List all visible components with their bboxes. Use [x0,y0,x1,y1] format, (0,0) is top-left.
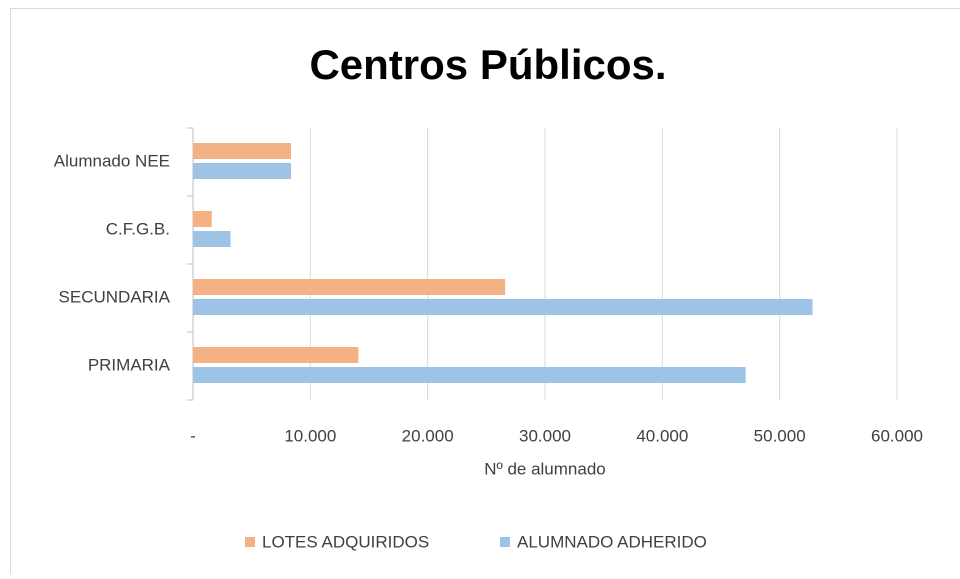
x-tick-label: 50.000 [754,426,806,445]
x-tick-label: 60.000 [871,426,923,445]
x-tick-label: - [190,426,196,445]
x-tick-label: 10.000 [284,426,336,445]
bar [193,211,212,227]
x-tick-label: 40.000 [636,426,688,445]
x-axis-label: Nº de alumnado [484,459,606,478]
legend-swatch [245,537,255,547]
y-tick-label: SECUNDARIA [59,287,171,306]
y-tick-label: PRIMARIA [88,355,171,374]
legend-swatch [500,537,510,547]
legend-label: ALUMNADO ADHERIDO [517,532,707,551]
bar [193,231,231,247]
x-tick-label: 20.000 [402,426,454,445]
y-tick-label: Alumnado NEE [54,151,170,170]
bar [193,347,358,363]
bar [193,299,813,315]
bar [193,143,291,159]
bar [193,163,291,179]
bar [193,367,746,383]
legend-label: LOTES ADQUIRIDOS [262,532,429,551]
y-tick-label: C.F.G.B. [106,219,170,238]
bar [193,279,505,295]
chart-title: Centros Públicos. [309,41,666,88]
x-tick-label: 30.000 [519,426,571,445]
